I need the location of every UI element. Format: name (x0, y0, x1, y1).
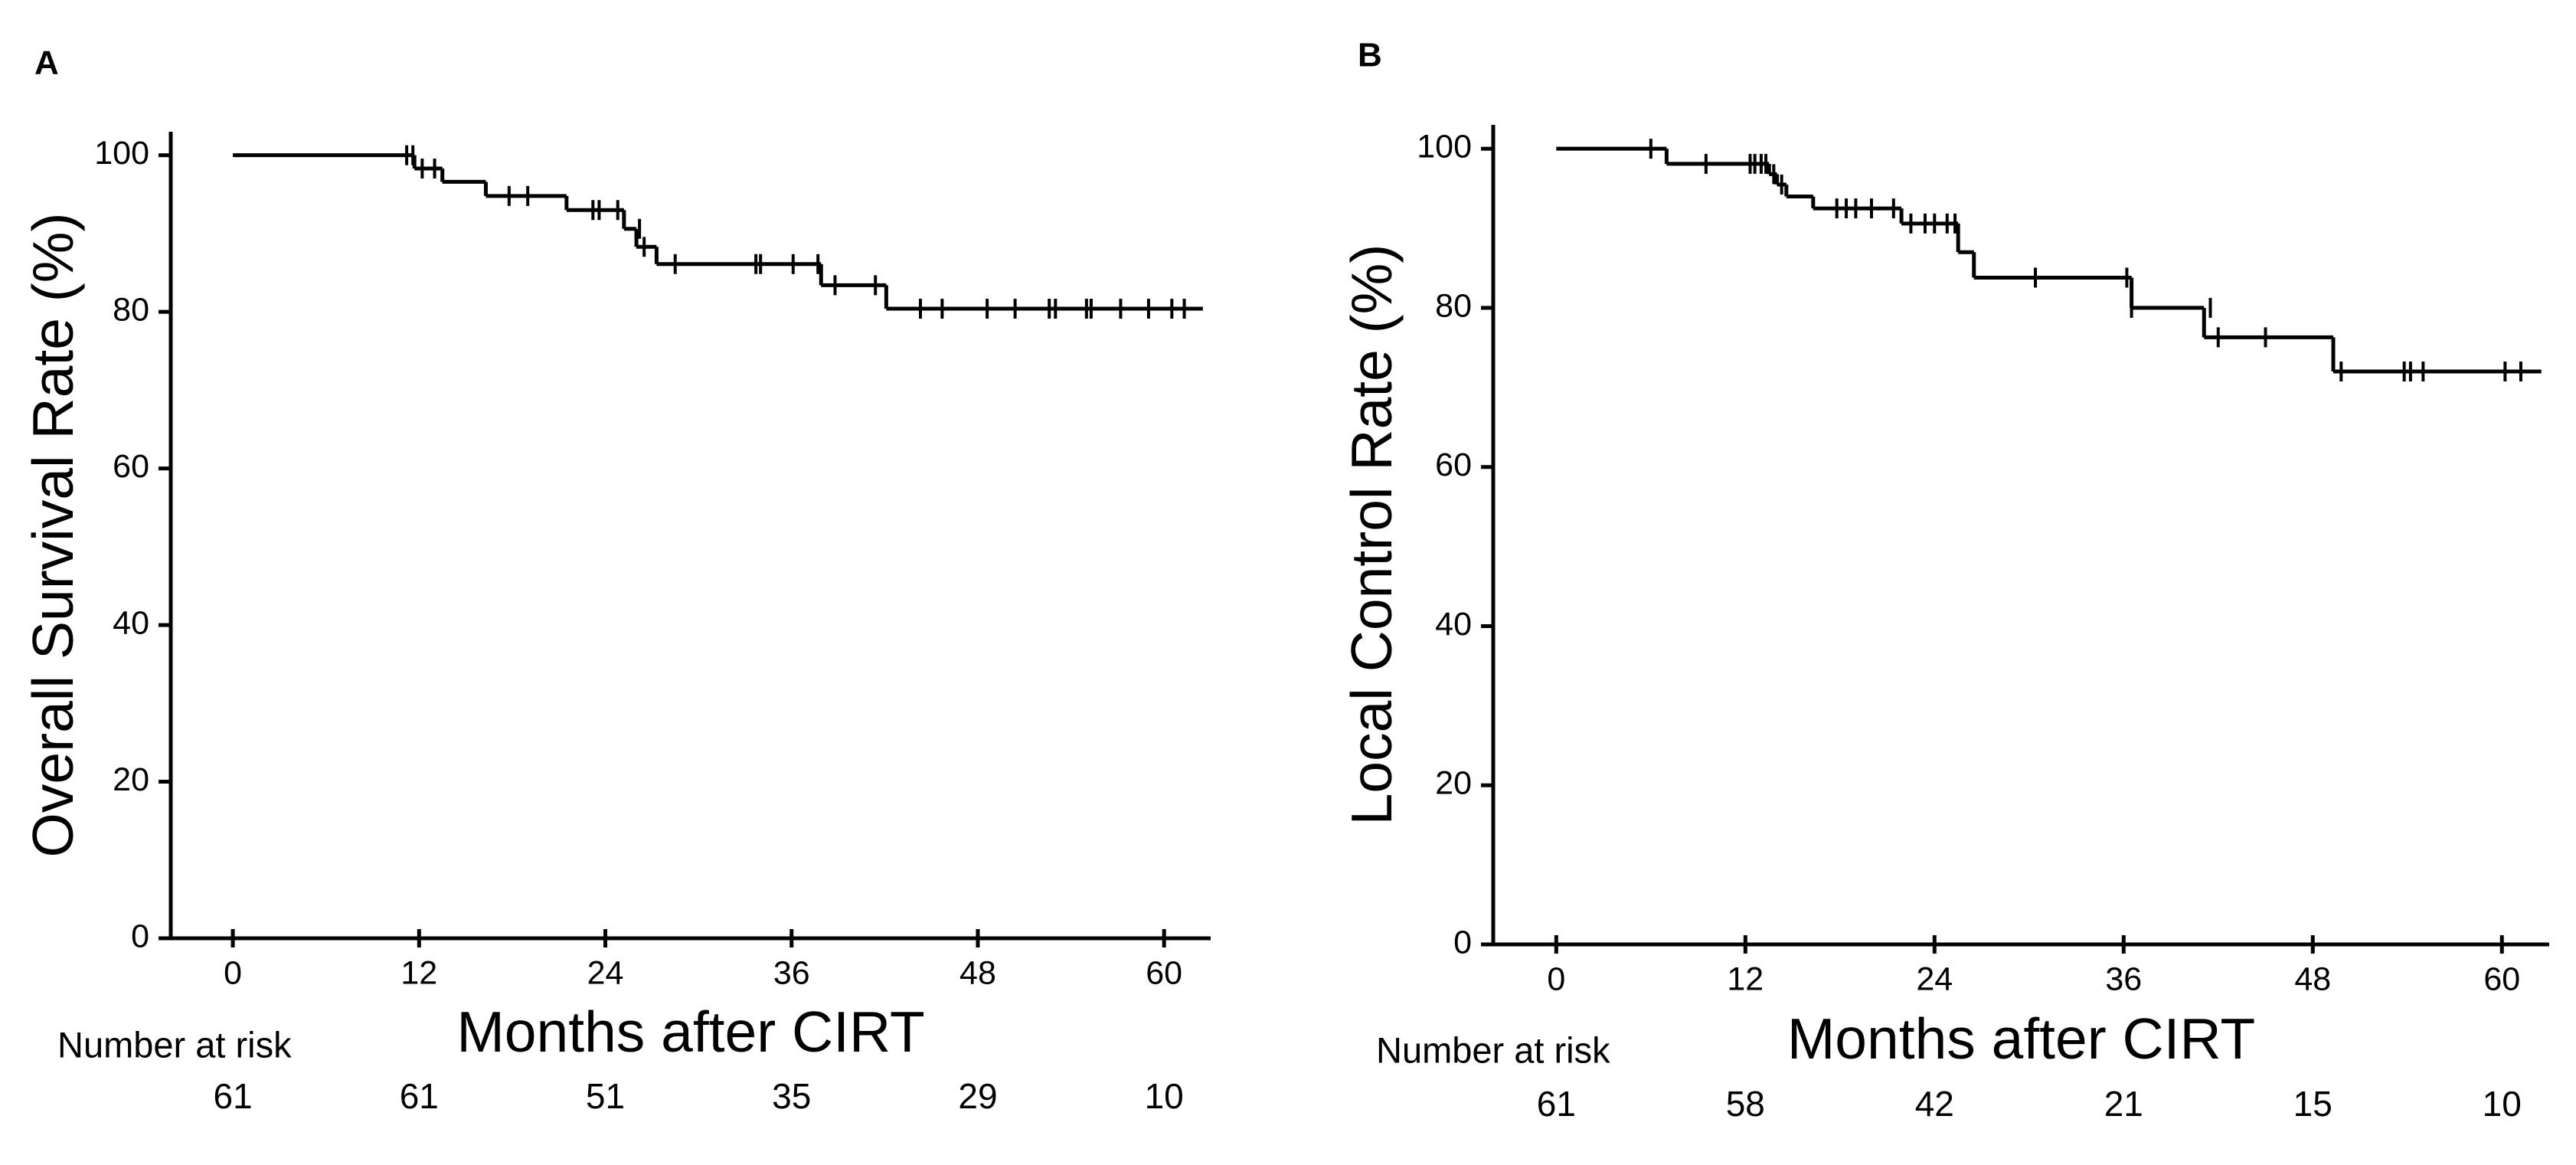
risk-value: 61 (1537, 1084, 1576, 1124)
risk-value: 35 (772, 1076, 811, 1116)
y-tick-label: 80 (1435, 287, 1472, 324)
risk-value: 51 (586, 1076, 625, 1116)
x-tick-label: 36 (2105, 960, 2142, 997)
y-tick-label: 0 (1453, 924, 1472, 960)
x-tick-label: 48 (2294, 960, 2331, 997)
x-tick-label: 0 (224, 954, 242, 991)
x-tick-label: 36 (773, 954, 810, 991)
y-axis-label: Overall Survival Rate (%) (21, 213, 85, 858)
x-tick-label: 0 (1547, 960, 1565, 997)
y-tick-label: 0 (131, 918, 149, 954)
x-tick-label: 60 (1146, 954, 1182, 991)
y-tick-label: 20 (113, 761, 149, 798)
y-tick-label: 100 (94, 135, 149, 172)
risk-value: 58 (1726, 1084, 1765, 1124)
x-tick-label: 48 (959, 954, 996, 991)
risk-value: 61 (400, 1076, 439, 1116)
x-tick-label: 60 (2483, 960, 2520, 997)
y-tick-label: 100 (1417, 129, 1472, 165)
x-axis-label: Months after CIRT (1787, 1006, 2255, 1071)
y-tick-label: 60 (113, 448, 149, 485)
panel-label: B (1358, 37, 1382, 74)
risk-label: Number at risk (57, 1024, 292, 1065)
x-tick-label: 12 (1727, 960, 1764, 997)
risk-value: 15 (2293, 1084, 2332, 1124)
x-tick-label: 24 (587, 954, 624, 991)
y-tick-label: 60 (1435, 447, 1472, 483)
x-tick-label: 12 (400, 954, 437, 991)
y-tick-label: 80 (113, 291, 149, 328)
x-tick-label: 24 (1916, 960, 1953, 997)
y-tick-label: 20 (1435, 765, 1472, 802)
risk-value: 21 (2104, 1084, 2143, 1124)
x-axis-label: Months after CIRT (456, 1000, 924, 1064)
risk-value: 61 (213, 1076, 252, 1116)
risk-value: 29 (958, 1076, 997, 1116)
y-tick-label: 40 (1435, 606, 1472, 643)
risk-label: Number at risk (1376, 1029, 1610, 1070)
y-tick-label: 40 (113, 604, 149, 641)
panel-label: A (34, 44, 59, 82)
risk-value: 10 (1145, 1076, 1184, 1116)
risk-value: 42 (1915, 1084, 1954, 1124)
y-axis-label: Local Control Rate (%) (1339, 244, 1404, 826)
risk-value: 10 (2483, 1084, 2522, 1124)
